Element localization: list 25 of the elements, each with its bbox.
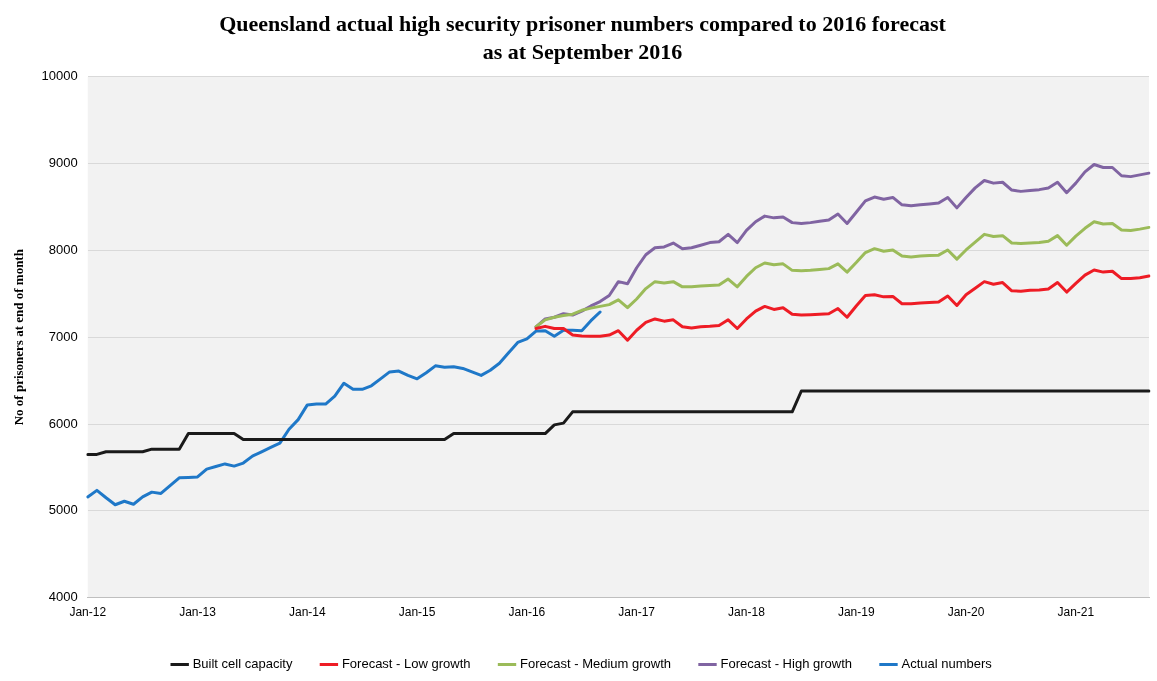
x-tick-label: Jan-12 xyxy=(69,605,107,620)
x-tick-label: Jan-13 xyxy=(179,605,217,620)
chart-title: Queensland actual high security prisoner numbers compared to 2016 forecast xyxy=(219,10,947,36)
x-tick-label: Jan-21 xyxy=(1057,605,1095,620)
y-tick-label: 5000 xyxy=(48,502,78,518)
y-tick-label: 6000 xyxy=(48,415,78,431)
chart-subtitle: as at September 2016 xyxy=(482,39,683,65)
y-tick-label: 7000 xyxy=(48,328,78,344)
x-tick-label: Jan-14 xyxy=(288,605,326,620)
y-axis-title: No of prisoners at end of month xyxy=(11,248,27,426)
y-tick-label: 4000 xyxy=(48,589,78,605)
y-tick-label: 10000 xyxy=(41,68,78,84)
legend-label: Forecast - High growth xyxy=(720,656,852,672)
legend-label: Forecast - Low growth xyxy=(341,656,471,672)
y-tick-label: 8000 xyxy=(48,241,78,257)
legend-label: Forecast - Medium growth xyxy=(520,656,671,672)
x-tick-label: Jan-17 xyxy=(618,605,656,620)
x-tick-label: Jan-18 xyxy=(728,605,766,620)
legend-label: Built cell capacity xyxy=(192,656,293,672)
y-tick-label: 9000 xyxy=(48,155,78,171)
x-tick-label: Jan-15 xyxy=(398,605,436,620)
x-tick-label: Jan-20 xyxy=(947,605,985,620)
x-tick-label: Jan-16 xyxy=(508,605,546,620)
legend-label: Actual numbers xyxy=(901,656,993,672)
x-tick-label: Jan-19 xyxy=(837,605,875,620)
